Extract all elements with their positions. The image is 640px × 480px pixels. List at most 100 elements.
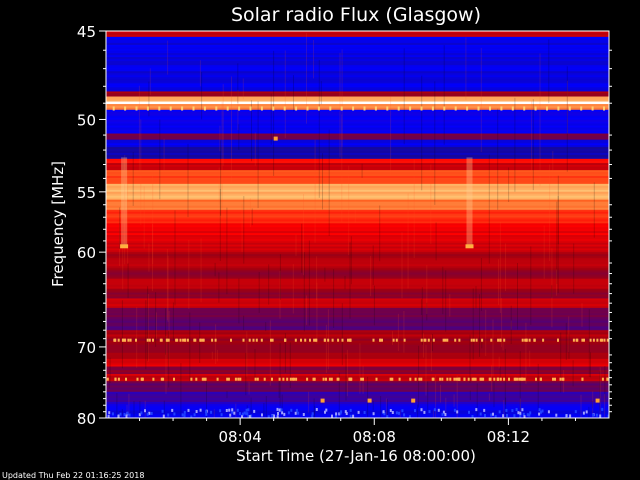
interference-dash	[214, 338, 217, 342]
noise-streak	[385, 398, 387, 418]
noise-streak	[341, 49, 343, 147]
interference-dash	[300, 338, 302, 342]
interference-dash	[330, 377, 333, 381]
interference-dash	[424, 338, 427, 342]
interference-dash	[123, 338, 126, 342]
noise-streak	[284, 50, 286, 139]
noise-streak	[219, 188, 221, 261]
frequency-band	[106, 278, 609, 282]
speckle	[441, 412, 444, 416]
noise-streak	[399, 410, 401, 418]
frequency-band	[106, 404, 609, 407]
interference-dash	[513, 377, 516, 381]
noise-streak	[590, 352, 591, 378]
interference-dash	[389, 377, 392, 381]
interference-dash	[190, 377, 193, 381]
frequency-band	[106, 81, 609, 84]
frequency-band	[106, 236, 609, 240]
noise-streak	[147, 294, 149, 362]
interference-dot	[203, 106, 206, 111]
noise-streak	[278, 381, 280, 398]
noise-streak	[480, 48, 482, 152]
noise-streak	[573, 243, 575, 294]
noise-streak	[346, 349, 348, 397]
interference-dash	[331, 338, 334, 342]
frequency-band	[106, 231, 609, 234]
frequency-band	[106, 309, 609, 313]
interference-dash	[162, 377, 165, 381]
noise-streak	[320, 81, 322, 105]
speckle	[540, 410, 542, 414]
speckle	[595, 413, 598, 417]
frequency-band	[106, 205, 609, 209]
speckle	[423, 410, 426, 414]
noise-streak	[539, 53, 541, 187]
noise-streak	[505, 397, 507, 418]
noise-streak	[324, 267, 326, 282]
noise-streak	[572, 360, 574, 387]
noise-streak	[349, 242, 351, 319]
noise-streak	[316, 282, 318, 344]
frequency-band	[106, 98, 609, 101]
speckle	[547, 410, 550, 414]
interference-dash	[392, 338, 395, 342]
noise-streak	[127, 176, 129, 264]
interference-dash	[441, 377, 444, 381]
interference-dot	[238, 106, 241, 111]
interference-dot	[317, 106, 320, 111]
speckle	[228, 408, 231, 412]
noise-streak	[147, 286, 149, 361]
noise-streak	[206, 378, 207, 418]
frequency-band	[106, 332, 609, 336]
plot-frame	[105, 30, 610, 419]
noise-streak	[199, 322, 201, 363]
noise-streak	[380, 396, 382, 418]
speckle	[414, 409, 416, 413]
interference-dash	[525, 338, 528, 342]
noise-streak	[517, 263, 518, 330]
interference-dash	[152, 338, 154, 342]
speckle	[150, 412, 153, 415]
frequency-band	[106, 270, 609, 274]
frequency-band	[106, 38, 609, 42]
frequency-band	[106, 211, 609, 215]
speckle	[569, 414, 572, 418]
interference-dot	[580, 106, 583, 111]
noise-streak	[580, 394, 582, 418]
noise-streak	[213, 408, 215, 418]
interference-dash	[489, 377, 492, 381]
speckle	[582, 411, 585, 415]
frequency-band	[106, 42, 609, 46]
frequency-band	[106, 31, 609, 34]
interference-dash	[446, 377, 449, 381]
frequency-band	[106, 57, 609, 60]
frequency-band	[106, 83, 609, 86]
interference-dash	[175, 338, 178, 342]
frequency-band	[106, 350, 609, 354]
noise-streak	[216, 349, 218, 362]
noise-streak	[475, 286, 477, 309]
interference-dash	[226, 377, 229, 381]
frequency-band	[106, 75, 609, 78]
noise-streak	[530, 246, 532, 325]
speckle	[391, 411, 394, 414]
interference-dash	[444, 338, 447, 342]
noise-streak	[295, 234, 297, 256]
noise-streak	[502, 337, 504, 351]
noise-streak	[257, 101, 259, 209]
frequency-band	[106, 189, 609, 193]
frequency-band	[106, 318, 609, 322]
noise-streak	[167, 255, 169, 323]
speckle	[599, 414, 602, 418]
interference-dash	[323, 338, 326, 342]
speckle	[140, 411, 143, 415]
speckle	[565, 414, 568, 418]
interference-dash	[470, 338, 473, 342]
frequency-band	[106, 121, 609, 125]
speckle	[538, 408, 541, 412]
frequency-band	[106, 352, 609, 356]
noise-streak	[531, 100, 533, 180]
interference-dash	[313, 338, 316, 342]
